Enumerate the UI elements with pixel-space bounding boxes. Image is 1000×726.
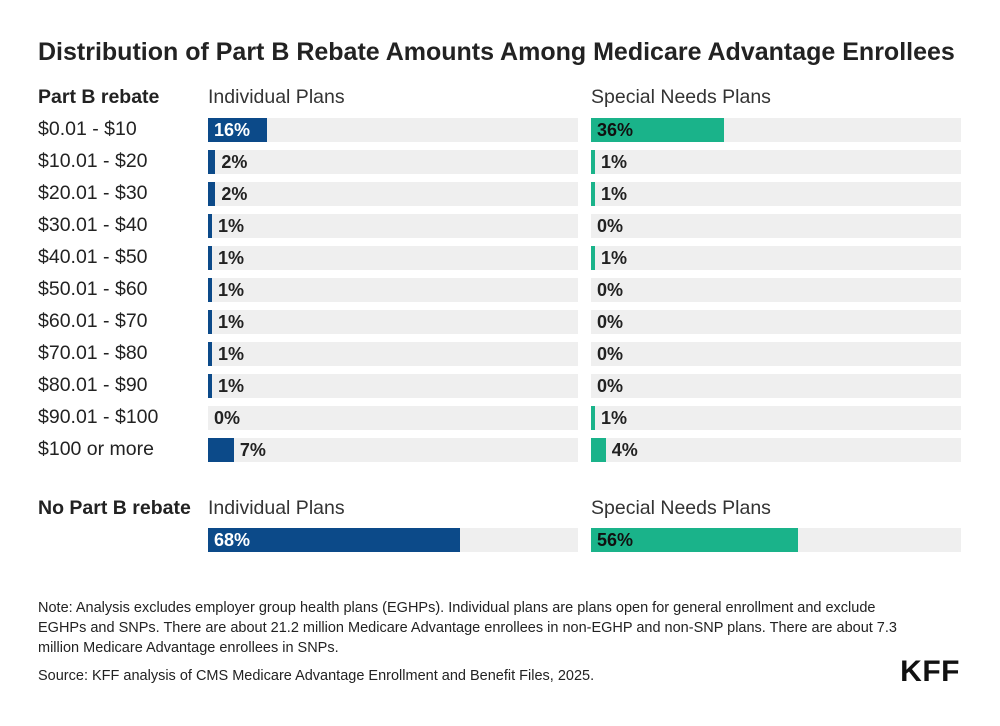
kff-logo: KFF bbox=[900, 655, 960, 688]
snp-bar bbox=[591, 438, 606, 462]
no-rebate-snp-bar bbox=[591, 528, 799, 552]
row-header: Part B rebate bbox=[38, 86, 160, 108]
no-rebate-snp-header: Special Needs Plans bbox=[591, 497, 771, 519]
row-label: $90.01 - $100 bbox=[38, 406, 159, 428]
snp-value-label: 36% bbox=[597, 120, 634, 140]
snp-value-label: 4% bbox=[611, 440, 638, 460]
snp-bar bbox=[591, 246, 595, 270]
individual-track: 0% bbox=[208, 406, 578, 430]
individual-value-label: 1% bbox=[218, 248, 245, 268]
individual-bar bbox=[208, 118, 268, 142]
individual-track: 1% bbox=[208, 342, 578, 366]
no-rebate-snp-track: 56% bbox=[591, 528, 961, 552]
snp-track: 0% bbox=[591, 278, 961, 302]
snp-value-label: 0% bbox=[597, 216, 624, 236]
snp-value-label: 1% bbox=[601, 152, 628, 172]
chart-title: Distribution of Part B Rebate Amounts Am… bbox=[38, 38, 955, 66]
row-label: $10.01 - $20 bbox=[38, 150, 148, 172]
individual-track: 2% bbox=[208, 182, 578, 206]
individual-bar bbox=[208, 246, 212, 270]
snp-track: 1% bbox=[591, 406, 961, 430]
snp-value-label: 0% bbox=[597, 376, 624, 396]
snp-value-label: 0% bbox=[597, 344, 624, 364]
individual-value-label: 1% bbox=[218, 216, 245, 236]
snp-value-label: 0% bbox=[597, 312, 624, 332]
snp-track: 1% bbox=[591, 150, 961, 174]
row-label: $20.01 - $30 bbox=[38, 182, 148, 204]
individual-track: 7% bbox=[208, 438, 578, 462]
individual-track: 1% bbox=[208, 214, 578, 238]
row-label: $70.01 - $80 bbox=[38, 342, 148, 364]
snp-bar bbox=[591, 150, 595, 174]
snp-track: 0% bbox=[591, 342, 961, 366]
individual-track: 1% bbox=[208, 310, 578, 334]
snp-track: 1% bbox=[591, 182, 961, 206]
snp-track: 1% bbox=[591, 246, 961, 270]
snp-value-label: 1% bbox=[601, 248, 628, 268]
individual-bar bbox=[208, 150, 216, 174]
individual-track: 2% bbox=[208, 150, 578, 174]
individual-track: 16% bbox=[208, 118, 578, 142]
no-rebate-individual-header: Individual Plans bbox=[208, 497, 345, 519]
row-label: $0.01 - $10 bbox=[38, 118, 137, 140]
individual-bar bbox=[208, 342, 212, 366]
snp-track: 0% bbox=[591, 214, 961, 238]
individual-value-label: 0% bbox=[214, 408, 241, 428]
no-rebate-snp-value: 56% bbox=[597, 530, 634, 550]
individual-value-label: 1% bbox=[218, 344, 245, 364]
individual-value-label: 16% bbox=[214, 120, 251, 140]
snp-track: 4% bbox=[591, 438, 961, 462]
individual-value-label: 7% bbox=[239, 440, 266, 460]
individual-plans-header: Individual Plans bbox=[208, 86, 345, 108]
snp-value-label: 0% bbox=[597, 280, 624, 300]
individual-value-label: 1% bbox=[218, 280, 245, 300]
individual-track: 1% bbox=[208, 374, 578, 398]
individual-value-label: 2% bbox=[221, 184, 248, 204]
individual-bar bbox=[208, 182, 216, 206]
no-rebate-individual-value: 68% bbox=[214, 530, 251, 550]
snp-bar bbox=[591, 182, 595, 206]
individual-bar bbox=[208, 310, 212, 334]
no-rebate-label: No Part B rebate bbox=[38, 497, 191, 519]
snp-bar bbox=[591, 406, 595, 430]
row-label: $30.01 - $40 bbox=[38, 214, 148, 236]
individual-value-label: 2% bbox=[221, 152, 248, 172]
snp-value-label: 1% bbox=[601, 184, 628, 204]
footnote: Note: Analysis excludes employer group h… bbox=[38, 600, 897, 656]
snp-track: 36% bbox=[591, 118, 961, 142]
snp-value-label: 1% bbox=[601, 408, 628, 428]
source-note: Source: KFF analysis of CMS Medicare Adv… bbox=[38, 668, 595, 684]
row-label: $40.01 - $50 bbox=[38, 246, 148, 268]
snp-track: 0% bbox=[591, 374, 961, 398]
individual-bar bbox=[208, 278, 212, 302]
row-label: $80.01 - $90 bbox=[38, 374, 148, 396]
row-label: $100 or more bbox=[38, 438, 154, 460]
individual-bar bbox=[208, 438, 234, 462]
row-label: $60.01 - $70 bbox=[38, 310, 148, 332]
snp-header: Special Needs Plans bbox=[591, 86, 771, 108]
individual-bar bbox=[208, 374, 212, 398]
individual-bar bbox=[208, 214, 212, 238]
individual-value-label: 1% bbox=[218, 376, 245, 396]
individual-track: 1% bbox=[208, 246, 578, 270]
snp-track: 0% bbox=[591, 310, 961, 334]
no-rebate-individual-track: 68% bbox=[208, 528, 578, 552]
individual-value-label: 1% bbox=[218, 312, 245, 332]
individual-track: 1% bbox=[208, 278, 578, 302]
snp-bar bbox=[591, 118, 725, 142]
no-rebate-individual-bar bbox=[208, 528, 460, 552]
row-label: $50.01 - $60 bbox=[38, 278, 148, 300]
